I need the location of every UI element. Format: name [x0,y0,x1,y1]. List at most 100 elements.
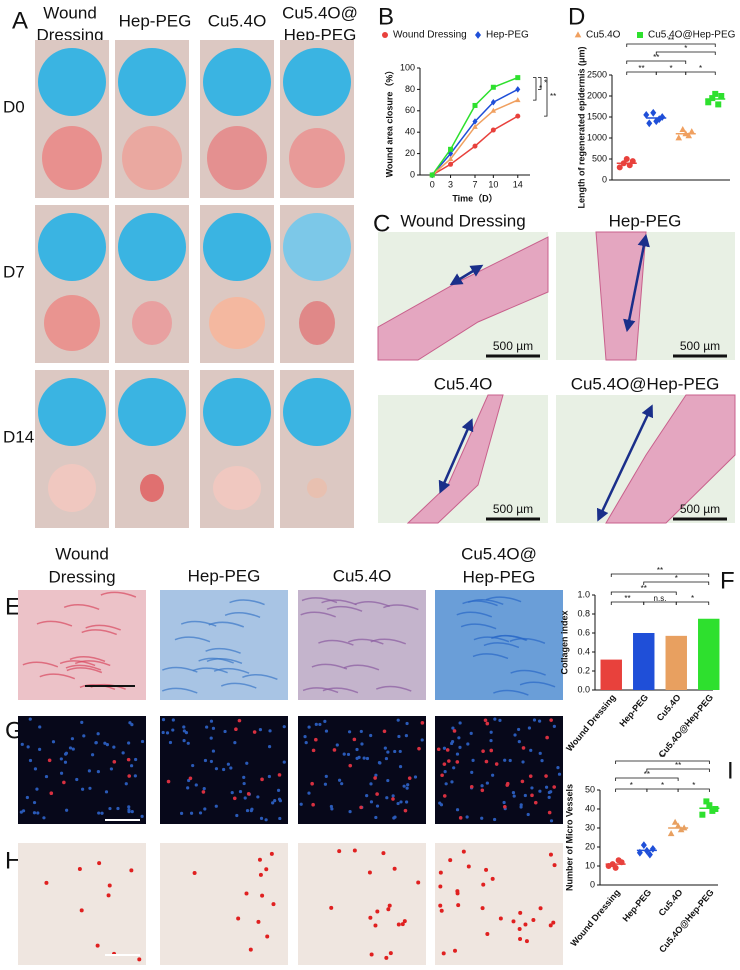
fiber [348,638,384,645]
wound [209,297,265,349]
nucleus [357,755,361,759]
nucleus [532,718,537,722]
nucleus [517,727,521,732]
x-tick-label: 0 [430,179,435,189]
nucleus [526,812,530,817]
fiber [65,664,102,671]
nucleus [20,742,24,746]
vessel [521,746,526,750]
significance-label: ** [641,584,647,593]
nucleus [365,756,370,761]
nucleus [223,729,227,734]
y-tick-label: 20 [405,148,415,158]
legend-label: Cu5.4O [586,30,621,41]
fiber [354,601,390,608]
nucleus [36,811,40,815]
nucleus [335,743,339,747]
measure-arrow [438,418,474,494]
vessel-dot [106,893,111,898]
nucleus [384,756,389,761]
nucleus [59,757,63,761]
nucleus [80,720,84,724]
nucleus [127,805,131,809]
significance-bracket [533,77,537,101]
nucleus [355,747,359,752]
nucleus [71,747,75,751]
dressing-disc [118,48,186,116]
vessel [420,721,425,725]
fiber [301,597,338,604]
vessel-dot [400,922,405,927]
nucleus [194,783,198,787]
nucleus [130,810,134,814]
legend-marker [574,31,582,38]
vessel [484,759,489,764]
fiber [318,639,354,646]
nucleus [530,786,534,790]
nucleus [129,764,134,768]
nucleus [96,732,100,736]
nucleus [97,811,101,815]
nucleus [457,736,461,740]
dressing-disc [283,48,351,116]
fiber [242,674,278,680]
nucleus [63,760,68,764]
nucleus [25,795,29,800]
nucleus [347,730,352,734]
y-tick-label: 0.4 [577,646,590,656]
point [715,101,722,108]
dressing-disc [283,378,351,446]
point [703,798,710,805]
vessel [552,785,557,789]
nucleus [348,810,352,814]
y-tick-label: 40 [585,803,595,813]
fiber [485,596,522,603]
fiber [85,624,121,631]
vessel [62,780,66,785]
x-tick-label: 7 [472,179,477,189]
vessel-dot [548,852,553,857]
point [675,134,683,141]
fiber [343,664,380,671]
fiber [510,669,546,676]
nucleus [140,739,145,744]
fiber [192,667,228,674]
vessel-dot [384,955,389,960]
fiber [473,636,510,643]
nucleus [458,721,462,725]
point [653,117,660,126]
vessel-dot [438,870,443,875]
panel-label: A [12,7,28,34]
vessel-dot [480,906,485,911]
column-header: Cu5.4O [333,566,392,585]
x-tick-label: 3 [448,179,453,189]
vessel-dot [548,923,553,928]
nucleus [443,770,447,774]
vessel [549,718,553,722]
dressing-disc [118,213,186,281]
fiber [456,611,493,618]
nucleus [250,807,254,811]
cd31-image [435,716,563,824]
significance-bracket [655,51,716,55]
nucleus [346,752,351,757]
nucleus [108,806,112,811]
vessel-dot [490,876,495,881]
significance-label: * [692,781,695,790]
fiber [81,629,117,636]
nucleus [214,767,219,771]
vessel [47,758,52,763]
nucleus [323,719,327,723]
nucleus [405,721,409,726]
significance-label: ** [668,36,674,45]
significance-label: * [684,44,687,53]
vessel [352,737,357,742]
nucleus [88,786,92,790]
nucleus [32,800,37,805]
fiber [302,687,339,694]
nucleus [35,787,39,791]
nucleus [396,718,400,722]
nucleus [360,742,364,746]
dressing-disc [283,213,351,281]
scale-bar-label: 500 µm [493,502,533,516]
